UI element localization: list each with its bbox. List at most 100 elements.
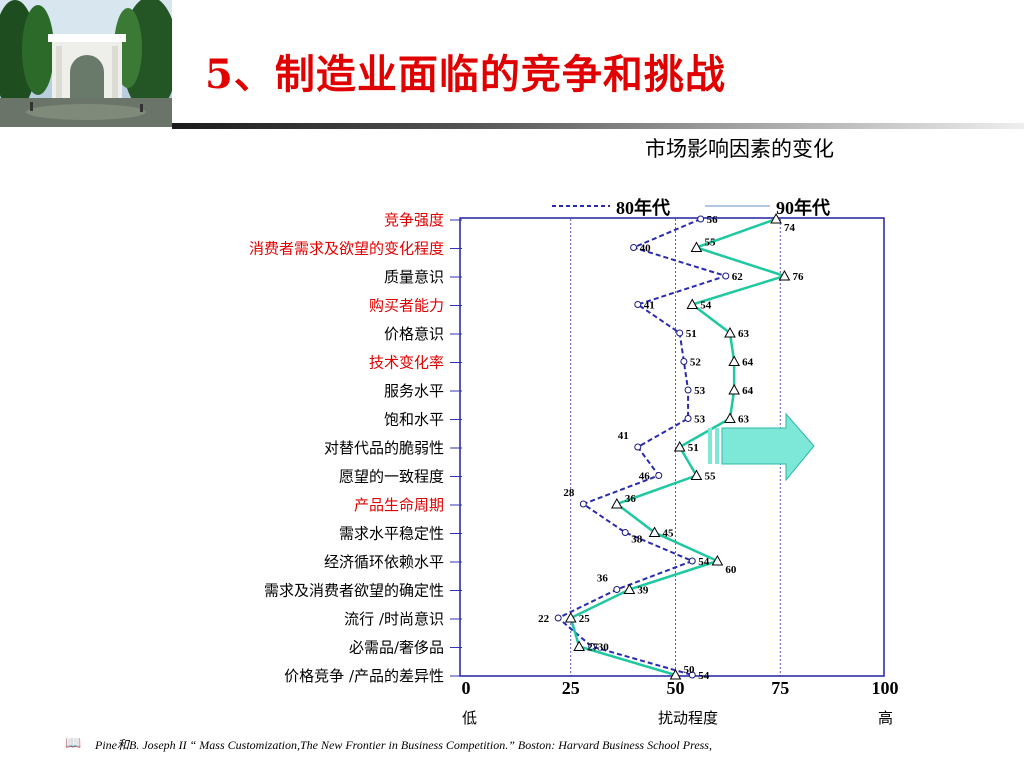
data-point-80s — [684, 415, 692, 422]
chart-subtitle: 市场影响因素的变化 — [645, 137, 834, 161]
footnote-text: Pine和B. Joseph II “ Mass Customization,T… — [95, 738, 712, 752]
category-label: 对替代品的脆弱性 — [324, 439, 444, 457]
value-label-90s: 64 — [742, 385, 754, 397]
right-arrow — [708, 412, 815, 482]
series-line-80s — [556, 218, 730, 676]
data-point-90s — [610, 497, 623, 509]
value-label-90s: 55 — [704, 237, 716, 249]
data-point-90s — [623, 583, 636, 594]
category-label: 技术变化率 — [369, 354, 444, 372]
value-label-80s: 46 — [639, 471, 651, 483]
data-point-80s — [722, 272, 730, 280]
data-point-90s — [711, 554, 724, 566]
legend-label-80s: 80年代 — [616, 197, 670, 218]
value-label-90s: 27 — [587, 642, 599, 654]
value-label-80s: 22 — [538, 613, 550, 625]
data-point-90s — [770, 212, 782, 224]
data-point-90s — [724, 412, 736, 423]
data-point-80s — [613, 586, 621, 593]
value-label-90s: 39 — [637, 585, 649, 597]
value-label-80s: 38 — [631, 534, 643, 546]
x-tick-label: 0 — [462, 678, 471, 698]
value-label-90s: 74 — [784, 222, 796, 234]
data-point-90s — [573, 640, 585, 651]
data-point-90s — [690, 241, 703, 252]
value-label-80s: 54 — [698, 556, 710, 568]
value-label-90s: 45 — [663, 528, 675, 540]
data-point-80s — [688, 671, 696, 679]
book-icon: 📖 — [65, 735, 82, 750]
value-label-90s: 36 — [625, 493, 637, 505]
data-point-90s — [728, 355, 741, 366]
plot-frame — [459, 217, 885, 677]
value-labels: 56 40 62 41 51 52 53 53 41 46 28 38 54 36 22 30 54 74 55 76… — [538, 214, 804, 682]
data-point-80s — [630, 244, 638, 251]
data-point-80s — [579, 500, 587, 508]
campus-gate-photo — [0, 0, 178, 127]
category-label: 质量意识 — [384, 268, 444, 286]
value-label-90s: 63 — [738, 414, 750, 426]
category-label: 经济循环依赖水平 — [324, 553, 444, 571]
title-divider — [172, 123, 1024, 129]
value-label-90s: 54 — [700, 300, 712, 312]
data-point-90s — [728, 383, 741, 395]
series-90s — [564, 212, 791, 680]
data-point-80s — [676, 329, 684, 337]
category-label: 价格意识 — [384, 325, 444, 343]
value-label-80s: 30 — [598, 642, 610, 654]
data-point-80s — [554, 614, 562, 622]
data-point-80s — [655, 472, 663, 479]
value-label-80s: 51 — [686, 328, 697, 340]
value-label-80s: 53 — [694, 414, 706, 426]
value-label-90s: 76 — [792, 271, 804, 283]
category-labels: 竞争强度消费者需求及欲望的变化程度质量意识购买者能力价格意识技术变化率服务水平饱… — [249, 211, 462, 685]
category-label: 购买者能力 — [369, 297, 444, 315]
value-label-80s: 41 — [644, 300, 655, 312]
data-point-90s — [690, 469, 703, 480]
category-label: 需求及消费者欲望的确定性 — [264, 582, 444, 600]
x-tick-label: 50 — [667, 678, 685, 698]
x-tick-labels: 0 25 50 75 100 — [462, 678, 899, 698]
value-label-80s: 62 — [732, 271, 744, 283]
data-point-80s — [634, 301, 642, 308]
category-label: 产品生命周期 — [354, 496, 444, 514]
value-label-90s: 60 — [725, 564, 737, 576]
value-label-90s: 25 — [579, 613, 591, 625]
value-label-80s: 54 — [698, 670, 710, 682]
value-label-80s: 52 — [690, 357, 702, 369]
category-label: 愿望的一致程度 — [339, 468, 444, 486]
category-label: 价格竞争 /产品的差异性 — [284, 667, 444, 685]
data-point-90s — [673, 440, 686, 452]
data-point-80s — [634, 443, 642, 451]
axis-note-low: 低 — [462, 709, 477, 727]
data-point-90s — [669, 668, 682, 680]
category-label: 必需品/奢侈品 — [349, 639, 444, 657]
value-label-90s: 50 — [684, 664, 696, 676]
category-label: 需求水平稳定性 — [339, 525, 444, 543]
value-label-80s: 56 — [707, 214, 719, 226]
category-label: 服务水平 — [384, 382, 444, 400]
value-label-80s: 41 — [618, 430, 629, 442]
data-point-80s — [697, 215, 705, 223]
value-label-90s: 51 — [688, 442, 699, 454]
data-point-90s — [686, 298, 699, 309]
category-label: 流行 /时尚意识 — [344, 610, 444, 628]
axis-note-high: 高 — [878, 709, 893, 727]
slide-title: 5、制造业面临的竞争和挑战 — [205, 51, 726, 98]
data-point-90s — [724, 326, 736, 338]
value-label-80s: 53 — [694, 385, 706, 397]
category-label: 饱和水平 — [384, 411, 444, 429]
data-point-80s — [684, 386, 692, 394]
legend: 80年代 90年代 — [552, 197, 830, 218]
x-tick-label: 25 — [562, 678, 580, 698]
series-80s — [554, 215, 730, 679]
value-label-90s: 55 — [704, 471, 716, 483]
value-label-90s: 63 — [738, 328, 750, 340]
data-point-80s — [680, 358, 688, 365]
value-label-80s: 28 — [563, 487, 575, 499]
category-label: 消费者需求及欲望的变化程度 — [249, 240, 444, 258]
value-label-80s: 40 — [640, 243, 652, 255]
value-label-80s: 36 — [597, 573, 609, 585]
axis-note-center: 扰动程度 — [658, 709, 718, 727]
